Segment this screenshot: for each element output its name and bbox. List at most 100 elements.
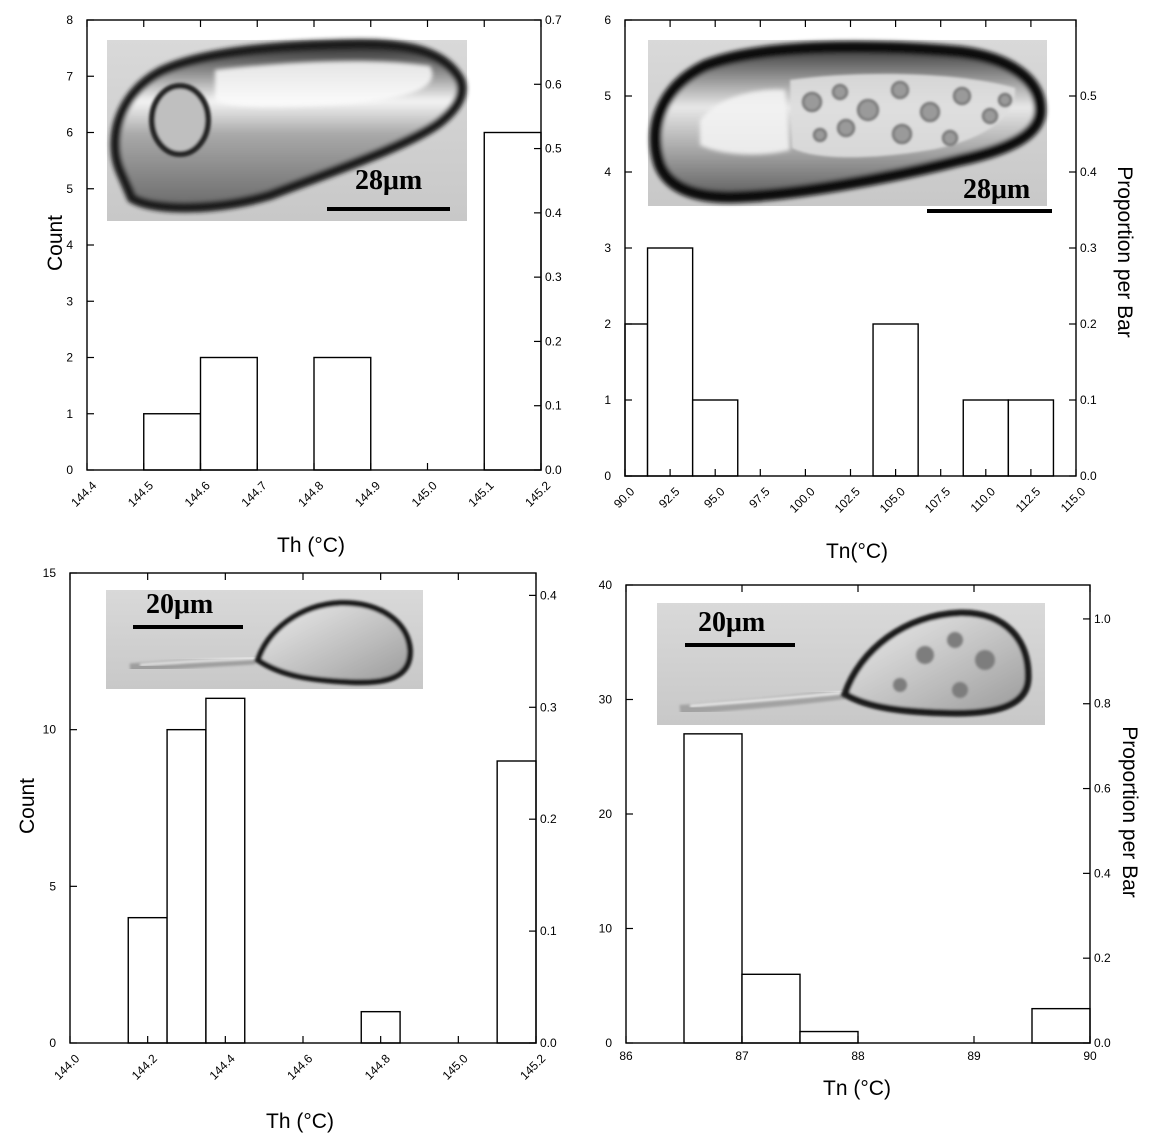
- histogram-bar-1: [127, 916, 168, 1044]
- x-tick-label: 92.5: [656, 484, 683, 511]
- y-tick-label: 6: [66, 126, 73, 140]
- y-tick-label: 30: [599, 693, 613, 707]
- x-axis-title-1: Th (°C): [277, 534, 345, 557]
- histogram-bar-5: [962, 399, 1010, 477]
- y-tick-label: 0: [49, 1036, 56, 1050]
- y2-tick-label: 0.0: [1080, 469, 1097, 483]
- histogram-bar-4: [872, 323, 919, 477]
- y-tick-label: 2: [66, 351, 73, 365]
- x-tick-label: 90.0: [611, 484, 638, 511]
- x-tick-label: 145.0: [440, 1051, 471, 1082]
- y2-tick-label: 0.2: [540, 812, 557, 826]
- y-tick-label: 1: [604, 393, 611, 407]
- y-tick-label: 0: [604, 469, 611, 483]
- y-tick-label: 5: [604, 89, 611, 103]
- histogram-bar-3: [799, 1030, 859, 1044]
- x-tick-label: 145.2: [517, 1051, 548, 1082]
- inclusion-photo-2: 28μm: [648, 40, 1052, 213]
- y2-tick-label: 0.4: [1094, 866, 1111, 880]
- x-tick-label: 145.0: [409, 478, 440, 509]
- x-tick-label: 90: [1083, 1049, 1097, 1063]
- x-tick-label: 97.5: [746, 484, 773, 511]
- y2-tick-label: 0.0: [1094, 1036, 1111, 1050]
- y2-tick-label: 0.6: [1094, 782, 1111, 796]
- x-tick-label: 95.0: [701, 484, 728, 511]
- x-tick-label: 144.8: [295, 478, 326, 509]
- y-tick-label: 3: [604, 241, 611, 255]
- x-tick-label: 144.4: [68, 478, 99, 509]
- chart-th-top: 144.4 144.5 144.6 144.7 144.8 144.9 145.0 145.1…: [66, 13, 562, 510]
- y-tick-label: 4: [66, 238, 73, 252]
- panel-tn-top: 28μm 90.0 92.5 95.0 97.5 100.0 102.5 105.0 107.…: [604, 13, 1136, 563]
- inclusion-photo-3: 20μm: [106, 589, 423, 689]
- histogram-bar-1: [683, 733, 743, 1044]
- y2-tick-label: 1.0: [1094, 612, 1111, 626]
- y2-tick-label: 0.4: [1080, 165, 1097, 179]
- histogram-bar-3: [313, 356, 372, 471]
- y2-tick-label: 0.5: [545, 142, 562, 156]
- y2-tick-label: 0.6: [545, 77, 562, 91]
- x-axis-title-3: Th (°C): [266, 1110, 334, 1133]
- x-axis-title-2: Tn(°C): [826, 540, 888, 563]
- y2-tick-label: 0.2: [1094, 951, 1111, 965]
- histogram-bar-2: [199, 356, 258, 471]
- x-tick-label: 144.5: [125, 478, 156, 509]
- x-tick-label: 144.9: [352, 478, 383, 509]
- x-tick-label: 86: [619, 1049, 633, 1063]
- y-tick-label: 20: [599, 807, 613, 821]
- y2-tick-label: 0.2: [1080, 317, 1097, 331]
- y2-axis-title-4: Proportion per Bar: [1118, 726, 1141, 898]
- y-tick-label: 2: [604, 317, 611, 331]
- chart-tn-bottom: 86 87 88 89 90 0 10 20 30 40 0.0 0.2 0.4 0.6 0.8 1.0: [599, 578, 1111, 1063]
- scale-label-1: 28μm: [355, 165, 422, 196]
- x-tick-label: 100.0: [787, 484, 818, 515]
- y-tick-label: 40: [599, 578, 613, 592]
- y-tick-label: 10: [599, 922, 613, 936]
- histogram-bar-3: [205, 697, 246, 1044]
- x-tick-label: 145.1: [465, 478, 496, 509]
- x-tick-label: 87: [735, 1049, 749, 1063]
- histogram-bar-3: [691, 399, 739, 477]
- x-tick-label: 144.2: [129, 1051, 160, 1082]
- y-tick-label: 5: [49, 879, 56, 893]
- histogram-bar-2: [741, 973, 801, 1044]
- x-tick-label: 144.6: [182, 478, 213, 509]
- x-tick-label: 144.7: [238, 478, 269, 509]
- y-tick-label: 0: [605, 1036, 612, 1050]
- x-tick-label: 144.8: [362, 1051, 393, 1082]
- y2-tick-label: 0.3: [545, 270, 562, 284]
- x-tick-label: 144.4: [207, 1051, 238, 1082]
- histogram-bar-2: [166, 728, 207, 1044]
- inclusion-photo-1: 28μm: [107, 38, 467, 221]
- y2-tick-label: 0.4: [540, 588, 557, 602]
- scale-label-2: 28μm: [963, 174, 1030, 205]
- scale-label-4: 20μm: [698, 607, 765, 638]
- histogram-bar-4: [1031, 1007, 1091, 1044]
- scale-label-3: 20μm: [146, 589, 213, 620]
- histogram-bar-4: [483, 131, 542, 471]
- panel-th-top: 28μm 144.4 144.5 144.6 144.7 144.8 144.9 145.0…: [44, 13, 562, 557]
- y2-tick-label: 0.7: [545, 13, 562, 27]
- y-tick-label: 8: [66, 13, 73, 27]
- y-tick-label: 6: [604, 13, 611, 27]
- y2-tick-label: 0.0: [540, 1036, 557, 1050]
- histogram-bar-1: [143, 413, 202, 471]
- chart-tn-top: 90.0 92.5 95.0 97.5 100.0 102.5 105.0 107.5 110.…: [604, 13, 1097, 516]
- histogram-bar-2: [646, 247, 694, 477]
- x-tick-label: 110.0: [968, 484, 999, 515]
- y2-tick-label: 0.3: [1080, 241, 1097, 255]
- panel-tn-bottom: 20μm 86 87 88 89 90 0 10 20 30 40 0.0 0.2 0.4 0.6 0.8 1…: [599, 578, 1141, 1100]
- y-axis-title-3: Count: [16, 778, 39, 834]
- y2-tick-label: 0.8: [1094, 697, 1111, 711]
- inclusion-photo-4: 20μm: [657, 603, 1045, 725]
- y2-tick-label: 0.3: [540, 700, 557, 714]
- y2-tick-label: 0.4: [545, 206, 562, 220]
- y2-tick-label: 0.0: [545, 463, 562, 477]
- x-tick-label: 88: [851, 1049, 865, 1063]
- x-tick-label: 115.0: [1058, 484, 1089, 515]
- x-tick-label: 112.5: [1013, 484, 1044, 515]
- x-tick-label: 144.6: [284, 1051, 315, 1082]
- x-tick-label: 144.0: [51, 1051, 82, 1082]
- y-axis-title-1: Count: [44, 215, 67, 271]
